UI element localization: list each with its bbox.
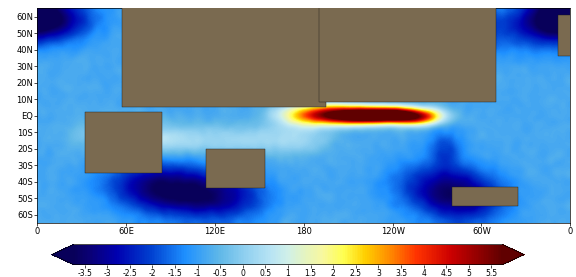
- Bar: [206, 149, 266, 188]
- PathPatch shape: [503, 245, 524, 265]
- Bar: [558, 15, 576, 56]
- Bar: [85, 112, 162, 173]
- PathPatch shape: [52, 245, 73, 265]
- Bar: [319, 0, 497, 102]
- Bar: [452, 187, 518, 206]
- Bar: [122, 0, 326, 107]
